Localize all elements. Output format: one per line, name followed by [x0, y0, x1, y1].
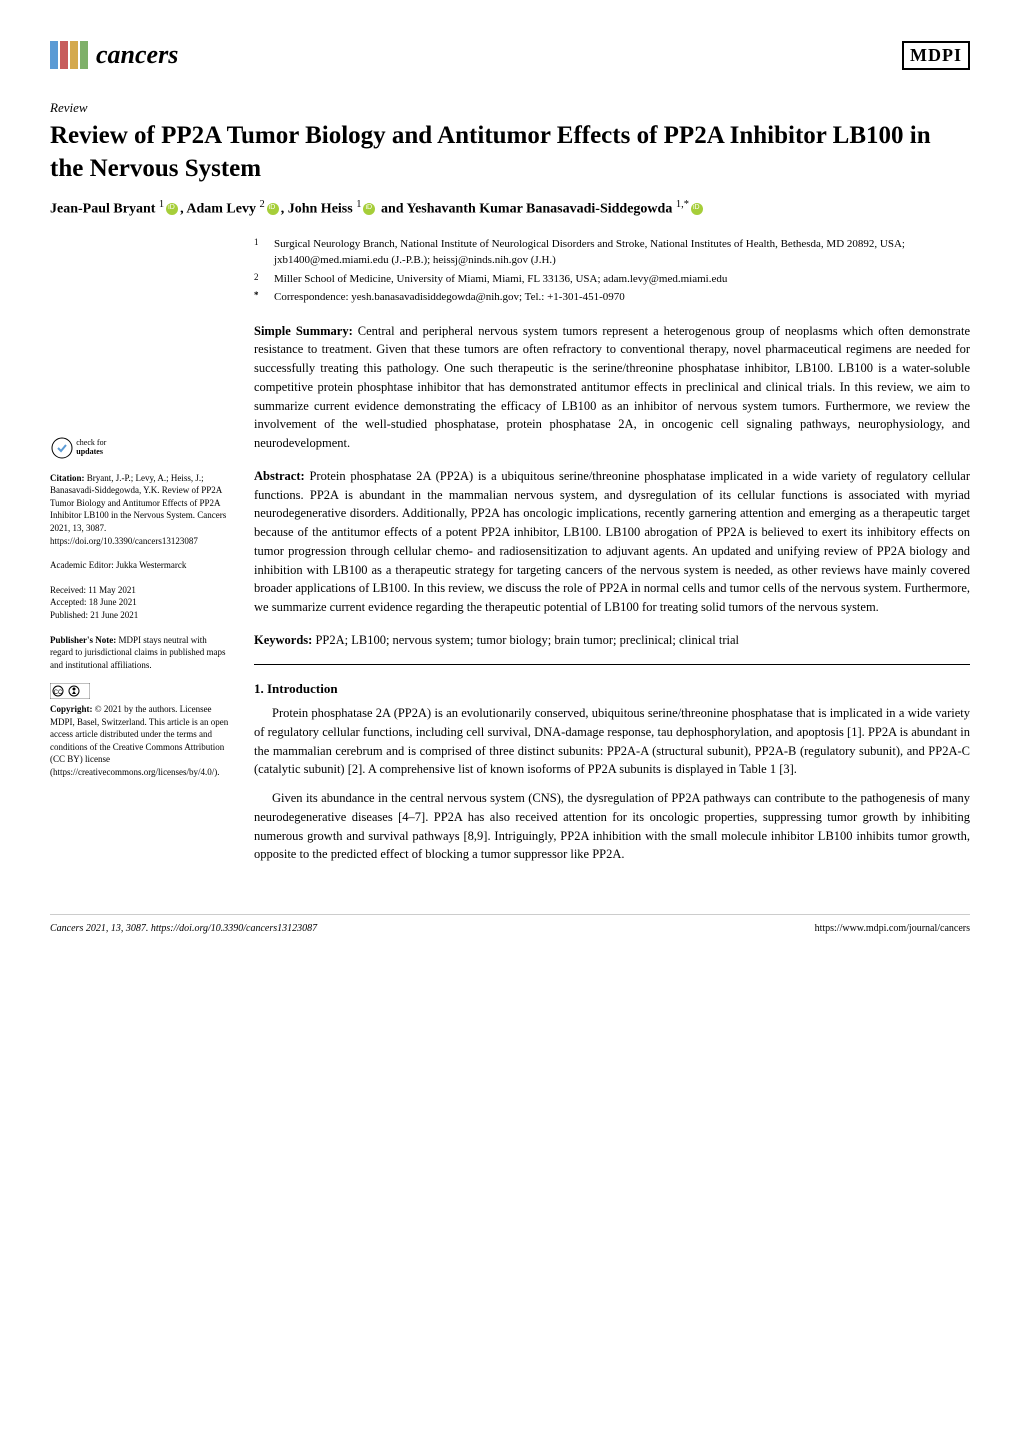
received-label: Received: — [50, 585, 88, 595]
footer-right[interactable]: https://www.mdpi.com/journal/cancers — [815, 923, 970, 934]
journal-name: cancers — [96, 40, 178, 70]
affil-num: 2 — [254, 271, 266, 288]
main-content: 1 Surgical Neurology Branch, National In… — [254, 236, 970, 875]
author-sup: 1 — [356, 199, 361, 210]
author-sup: 1,* — [676, 199, 689, 210]
affil-num: 1 — [254, 236, 266, 269]
journal-logo: cancers — [50, 40, 178, 70]
editor-label: Academic Editor: — [50, 560, 116, 570]
keywords-label: Keywords: — [254, 633, 312, 647]
intro-paragraph: Protein phosphatase 2A (PP2A) is an evol… — [254, 704, 970, 779]
header-row: cancers MDPI — [50, 40, 970, 70]
copyright-label: Copyright: — [50, 704, 93, 714]
logo-bar — [60, 41, 68, 69]
summary-text: Central and peripheral nervous system tu… — [254, 324, 970, 451]
orcid-icon — [691, 203, 703, 215]
summary-label: Simple Summary: — [254, 324, 353, 338]
citation-block: Citation: Bryant, J.-P.; Levy, A.; Heiss… — [50, 472, 230, 548]
authors-line: Jean-Paul Bryant 1 , Adam Levy 2 , John He… — [50, 199, 970, 218]
author-name: Jean-Paul Bryant — [50, 202, 155, 217]
intro-paragraph: Given its abundance in the central nervo… — [254, 789, 970, 864]
abstract-label: Abstract: — [254, 469, 305, 483]
author-name: , Adam Levy — [180, 202, 256, 217]
author-name: and Yeshavanth Kumar Banasavadi-Siddegow… — [377, 202, 672, 217]
keywords: Keywords: PP2A; LB100; nervous system; t… — [254, 631, 970, 650]
footer: Cancers 2021, 13, 3087. https://doi.org/… — [50, 914, 970, 934]
logo-bar — [80, 41, 88, 69]
accepted-date: 18 June 2021 — [89, 597, 137, 607]
affiliation-row: 2 Miller School of Medicine, University … — [254, 271, 970, 288]
published-date: 21 June 2021 — [90, 610, 138, 620]
orcid-icon — [363, 203, 375, 215]
copyright-text: © 2021 by the authors. Licensee MDPI, Ba… — [50, 704, 228, 777]
copyright-block: CC Copyright: © 2021 by the authors. Lic… — [50, 683, 230, 778]
orcid-icon — [267, 203, 279, 215]
editor-name: Jukka Westermarck — [116, 560, 186, 570]
affil-text: Correspondence: yesh.banasavadisiddegowd… — [274, 289, 625, 306]
affil-num: * — [254, 289, 266, 306]
editor-block: Academic Editor: Jukka Westermarck — [50, 559, 230, 572]
article-title: Review of PP2A Tumor Biology and Antitum… — [50, 120, 970, 185]
logo-bar — [70, 41, 78, 69]
journal-logo-icon — [50, 41, 88, 69]
citation-label: Citation: — [50, 473, 85, 483]
abstract: Abstract: Protein phosphatase 2A (PP2A) … — [254, 467, 970, 617]
simple-summary: Simple Summary: Central and peripheral n… — [254, 322, 970, 453]
mdpi-logo: MDPI — [902, 41, 970, 70]
affil-text: Miller School of Medicine, University of… — [274, 271, 727, 288]
orcid-icon — [166, 203, 178, 215]
citation-text: Bryant, J.-P.; Levy, A.; Heiss, J.; Bana… — [50, 473, 226, 546]
affiliations: 1 Surgical Neurology Branch, National In… — [254, 236, 970, 306]
keywords-text: PP2A; LB100; nervous system; tumor biolo… — [312, 633, 739, 647]
logo-bar — [50, 41, 58, 69]
received-date: 11 May 2021 — [88, 585, 136, 595]
publisher-note-label: Publisher's Note: — [50, 635, 116, 645]
article-type: Review — [50, 100, 970, 116]
check-updates-icon — [50, 436, 74, 460]
check-updates[interactable]: check forupdates — [50, 436, 230, 460]
affil-text: Surgical Neurology Branch, National Inst… — [274, 236, 970, 269]
accepted-label: Accepted: — [50, 597, 89, 607]
publisher-note-block: Publisher's Note: MDPI stays neutral wit… — [50, 634, 230, 672]
author-sup: 2 — [259, 199, 264, 210]
intro-heading: 1. Introduction — [254, 679, 970, 699]
section-divider — [254, 664, 970, 665]
abstract-text: Protein phosphatase 2A (PP2A) is a ubiqu… — [254, 469, 970, 614]
sidebar: check forupdates Citation: Bryant, J.-P.… — [50, 236, 230, 875]
svg-text:CC: CC — [54, 690, 63, 696]
author-name: , John Heiss — [281, 202, 353, 217]
main-columns: check forupdates Citation: Bryant, J.-P.… — [50, 236, 970, 875]
footer-left: Cancers 2021, 13, 3087. https://doi.org/… — [50, 923, 317, 934]
affiliation-row: 1 Surgical Neurology Branch, National In… — [254, 236, 970, 269]
check-updates-text: check forupdates — [76, 439, 106, 457]
author-sup: 1 — [159, 199, 164, 210]
affiliation-row: * Correspondence: yesh.banasavadisiddego… — [254, 289, 970, 306]
cc-logo: CC — [50, 683, 230, 703]
published-label: Published: — [50, 610, 90, 620]
dates-block: Received: 11 May 2021 Accepted: 18 June … — [50, 584, 230, 622]
